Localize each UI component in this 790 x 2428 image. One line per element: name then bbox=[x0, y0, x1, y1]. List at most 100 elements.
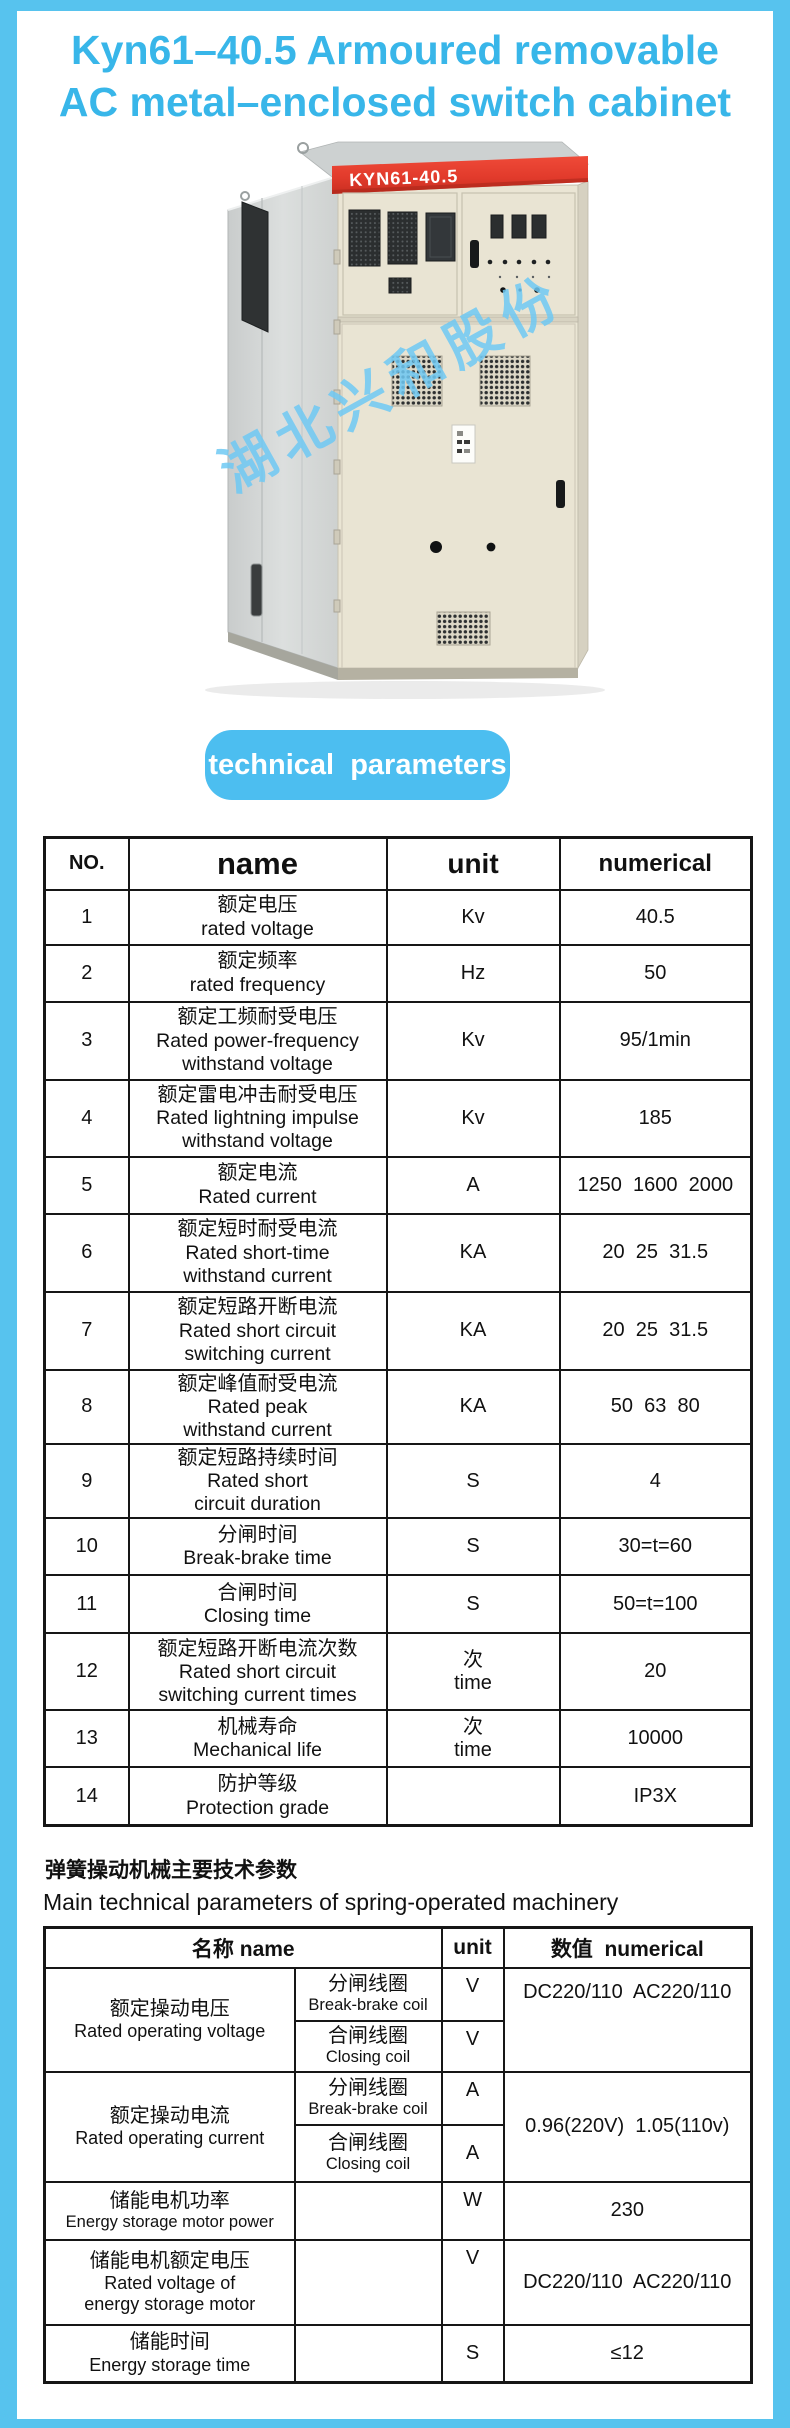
name-cn: 额定电压 bbox=[217, 894, 298, 917]
side-cutout bbox=[250, 563, 263, 617]
cell-unit: KA bbox=[385, 1368, 561, 1445]
name-en: Energy storage time bbox=[89, 2354, 251, 2375]
inspection-window bbox=[425, 212, 456, 262]
model-banner-text: KYN61-40.5 bbox=[349, 166, 459, 190]
product-photo: KYN61-40.5 bbox=[130, 140, 660, 718]
main-parameters-table: NO. name unit numerical 1 额定电压 rated volt… bbox=[43, 836, 753, 1827]
model-banner-shade bbox=[332, 178, 588, 194]
cell-unit: V bbox=[440, 2019, 505, 2073]
cell-unit: S bbox=[385, 1517, 561, 1577]
name-en: Break-brake time bbox=[183, 1547, 332, 1570]
cell-no: 7 bbox=[43, 1290, 130, 1371]
cell-coil: 分闸线圈 Break-brake coil bbox=[293, 1966, 443, 2022]
cell-unit bbox=[385, 1766, 561, 1827]
col-header-name: name bbox=[127, 836, 388, 891]
cell-value: DC220/110 AC220/110 bbox=[502, 1966, 753, 2073]
table-row: 3 额定工频耐受电压 Rated power-frequency withstan… bbox=[43, 1000, 753, 1081]
cabinet-right-edge bbox=[577, 180, 589, 670]
cell-value: 10000 bbox=[558, 1709, 753, 1769]
table-row: 储能电机额定电压 Rated voltage of energy storage … bbox=[43, 2238, 753, 2326]
spring-section-title-en: Main technical parameters of spring-oper… bbox=[43, 1889, 619, 1915]
cell-unit: V bbox=[440, 2238, 505, 2326]
plate-mark bbox=[457, 431, 463, 436]
name-cn: 额定操动电流 bbox=[109, 2104, 230, 2127]
cell-no: 6 bbox=[43, 1212, 130, 1293]
cell-unit: S bbox=[385, 1574, 561, 1635]
cell-unit: KA bbox=[385, 1212, 561, 1293]
table-header-row: 名称 name unit 数值 numerical bbox=[43, 1926, 753, 1969]
small-button-row bbox=[498, 275, 551, 279]
cell-value: 50 63 80 bbox=[558, 1368, 753, 1445]
name-cn: 额定短路开断电流 bbox=[177, 1296, 338, 1319]
cell-no: 9 bbox=[43, 1442, 130, 1520]
cell-coil-empty bbox=[293, 2180, 443, 2241]
cell-value: 0.96(220V) 1.05(110v) bbox=[502, 2070, 753, 2183]
name-en: Rated peak withstand current bbox=[183, 1395, 332, 1441]
name-en: rated voltage bbox=[201, 917, 314, 940]
lifting-eye bbox=[240, 191, 250, 201]
cell-no: 4 bbox=[43, 1078, 130, 1158]
name-en: Rated power-frequency withstand voltage bbox=[156, 1029, 359, 1075]
indicator-window bbox=[531, 214, 547, 239]
name-en: Protection grade bbox=[185, 1796, 330, 1819]
cabinet-base bbox=[338, 668, 578, 680]
name-cn: 防护等级 bbox=[217, 1773, 298, 1796]
name-en: Mechanical life bbox=[193, 1739, 322, 1762]
cell-value: 20 bbox=[558, 1632, 753, 1712]
cell-value: 50 bbox=[558, 943, 753, 1003]
table-row: 额定操动电流 Rated operating current 分闸线圈 Break-… bbox=[43, 2070, 753, 2183]
col-header-numerical: 数值 numerical bbox=[502, 1926, 753, 1969]
cell-no: 11 bbox=[43, 1574, 130, 1635]
page-title: Kyn61–40.5 Armoured removable AC metal–e… bbox=[17, 24, 773, 129]
table-row: 2 额定频率 rated frequency Hz 50 bbox=[43, 943, 753, 1003]
cell-unit: 次 time bbox=[385, 1709, 561, 1769]
name-en: Rated operating current bbox=[75, 2128, 265, 2149]
coil-en: Closing coil bbox=[325, 2048, 411, 2067]
cell-name: 额定操动电流 Rated operating current bbox=[43, 2070, 296, 2183]
coil-cn: 分闸线圈 bbox=[328, 1973, 408, 1996]
cell-name: 额定操动电压 Rated operating voltage bbox=[43, 1966, 296, 2073]
table-row: 10 分闸时间 Break-brake time S 30=t=60 bbox=[43, 1517, 753, 1577]
lower-door bbox=[341, 323, 576, 669]
cell-value: DC220/110 AC220/110 bbox=[502, 2238, 753, 2326]
bottom-vent bbox=[436, 611, 491, 646]
cell-name: 储能电机功率 Energy storage motor power bbox=[43, 2180, 296, 2241]
name-cn: 额定电流 bbox=[217, 1162, 298, 1185]
table-row: 12 额定短路开断电流次数 Rated short circuit switchi… bbox=[43, 1632, 753, 1712]
cell-unit: Kv bbox=[385, 888, 561, 946]
cell-value: 50=t=100 bbox=[558, 1574, 753, 1635]
page-title-line2: AC metal–enclosed switch cabinet bbox=[58, 79, 732, 126]
name-cn: 额定短路持续时间 bbox=[177, 1446, 338, 1469]
panel-split bbox=[337, 316, 579, 323]
coil-cn: 合闸线圈 bbox=[328, 2132, 408, 2155]
cell-coil: 合闸线圈 Closing coil bbox=[293, 2019, 443, 2073]
name-en: Rated short circuit switching current bbox=[178, 1319, 337, 1365]
spring-section-title-cn: 弹簧操动机械主要技术参数 bbox=[45, 1859, 297, 1882]
lifting-eye bbox=[297, 142, 309, 154]
col-header-numerical: numerical bbox=[558, 836, 753, 891]
name-cn: 额定短时耐受电流 bbox=[177, 1218, 338, 1241]
plate-mark bbox=[464, 449, 470, 453]
cell-value: IP3X bbox=[558, 1766, 753, 1827]
cell-value: 1250 1600 2000 bbox=[558, 1155, 753, 1215]
name-en: Rated short-time withstand current bbox=[183, 1241, 332, 1287]
indicator-window bbox=[511, 214, 527, 239]
cell-coil-empty bbox=[293, 2323, 443, 2384]
cell-no: 12 bbox=[43, 1632, 130, 1712]
name-cn: 额定雷电冲击耐受电压 bbox=[157, 1083, 358, 1106]
cell-coil: 合闸线圈 Closing coil bbox=[293, 2123, 443, 2183]
coil-en: Break-brake coil bbox=[308, 1996, 428, 2015]
page-frame-left bbox=[0, 0, 17, 2428]
door-hole bbox=[486, 542, 496, 552]
cabinet-base-left bbox=[228, 632, 338, 680]
inspection-window-frame bbox=[429, 216, 452, 258]
name-cn: 储能电机功率 bbox=[109, 2189, 230, 2212]
cell-unit: W bbox=[440, 2180, 505, 2241]
cell-name: 额定短路持续时间 Rated short circuit duration bbox=[127, 1442, 388, 1520]
table-row: 合闸线圈 Closing coil A bbox=[45, 2123, 752, 2183]
table-row: 9 额定短路持续时间 Rated short circuit duration S… bbox=[43, 1442, 753, 1520]
cell-unit: S bbox=[385, 1442, 561, 1520]
cell-name: 额定峰值耐受电流 Rated peak withstand current bbox=[127, 1368, 388, 1445]
cell-unit: A bbox=[440, 2123, 505, 2183]
